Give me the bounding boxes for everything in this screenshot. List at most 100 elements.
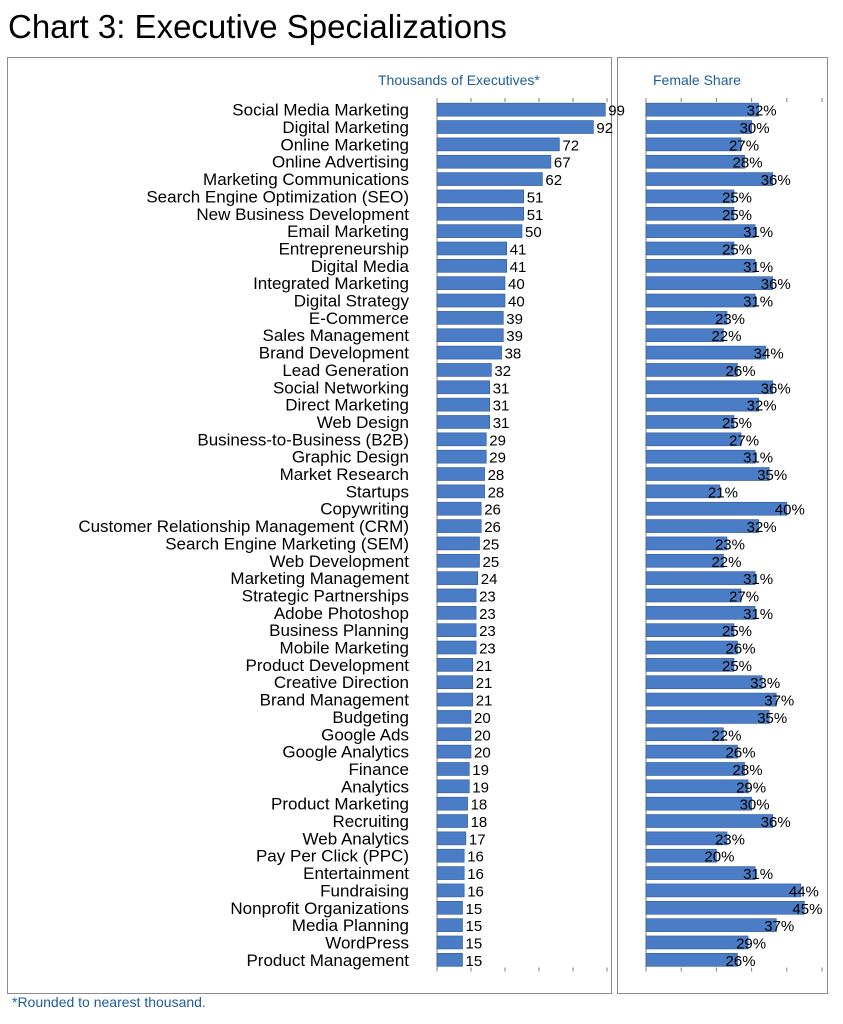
category-label: Copywriting [320, 500, 409, 519]
category-label: WordPress [325, 933, 409, 952]
executives-bar [436, 883, 465, 898]
executives-data-label: 72 [562, 137, 579, 154]
female-share-data-label: 29% [736, 935, 766, 952]
executives-bar [436, 866, 465, 880]
female-share-bar [645, 276, 774, 290]
executives-data-label: 26 [484, 519, 501, 536]
female-share-bar [645, 293, 756, 308]
executives-bar [436, 710, 472, 724]
category-label: Email Marketing [287, 222, 409, 241]
female-share-data-label: 23% [715, 311, 745, 328]
executives-bar [436, 467, 485, 481]
executives-data-label: 16 [467, 883, 484, 900]
executives-panel [7, 57, 612, 994]
executives-data-label: 18 [471, 797, 488, 814]
executives-data-label: 15 [466, 953, 483, 970]
executives-data-label: 29 [489, 450, 506, 467]
executives-bar [436, 640, 477, 655]
executives-bar [436, 432, 487, 447]
category-label: Digital Marketing [282, 118, 409, 137]
female-share-data-label: 25% [722, 241, 752, 258]
executives-bar [436, 692, 474, 707]
executives-panel-header: Thousands of Executives* [378, 72, 540, 88]
female-share-data-label: 32% [747, 398, 777, 415]
female-share-data-label: 21% [708, 484, 738, 501]
executives-bar [436, 345, 502, 360]
category-label: Creative Direction [274, 673, 409, 692]
female-share-data-label: 30% [740, 120, 770, 137]
category-label: Social Media Marketing [232, 101, 409, 120]
female-share-data-label: 25% [722, 189, 752, 206]
executives-bar [436, 588, 477, 603]
female-share-bar [645, 449, 756, 464]
executives-data-label: 23 [479, 588, 496, 605]
executives-bar [436, 848, 465, 863]
category-label: Sales Management [263, 326, 410, 345]
executives-data-label: 39 [506, 311, 523, 328]
executives-bar [436, 120, 594, 134]
executives-data-label: 21 [476, 658, 493, 675]
category-label: Product Marketing [271, 795, 409, 814]
category-label: Brand Management [260, 691, 410, 710]
executives-bar [436, 953, 463, 967]
executives-data-label: 21 [476, 693, 493, 710]
female-share-bar [645, 848, 717, 863]
category-label: Adobe Photoshop [274, 604, 409, 623]
category-label: Search Engine Optimization (SEO) [146, 187, 409, 206]
executives-data-label: 40 [508, 294, 525, 311]
category-label: Media Planning [292, 916, 409, 935]
female-share-data-label: 33% [750, 675, 780, 692]
female-share-bar [645, 519, 759, 533]
executives-data-label: 17 [469, 831, 486, 848]
female-share-bar [645, 675, 763, 690]
category-label: Product Management [246, 951, 409, 970]
executives-data-label: 26 [484, 502, 501, 519]
category-label: Budgeting [332, 708, 409, 727]
female-share-data-label: 31% [743, 866, 773, 883]
executives-bar [436, 606, 477, 620]
female-share-bar [645, 189, 735, 204]
female-share-bar [645, 432, 742, 447]
female-share-bar [645, 623, 735, 637]
female-share-bar [645, 606, 756, 620]
executives-bar [436, 831, 467, 846]
executives-data-label: 16 [467, 866, 484, 883]
female-share-data-label: 37% [764, 918, 794, 935]
female-share-data-label: 29% [736, 779, 766, 796]
female-share-data-label: 45% [792, 901, 822, 918]
category-label: Web Development [269, 552, 409, 571]
executives-data-label: 40 [508, 276, 525, 293]
female-share-bar [645, 710, 770, 724]
female-share-panel-header: Female Share [653, 72, 741, 88]
executives-data-label: 20 [474, 710, 491, 727]
category-label: Digital Strategy [294, 292, 410, 311]
executives-data-label: 38 [505, 346, 522, 363]
executives-data-label: 23 [479, 641, 496, 658]
executives-bar [436, 658, 474, 672]
female-share-data-label: 22% [711, 328, 741, 345]
female-share-bar [645, 692, 777, 707]
female-share-data-label: 32% [747, 103, 777, 120]
category-label: Mobile Marketing [280, 639, 409, 658]
female-share-data-label: 31% [743, 571, 773, 588]
executives-bar [436, 137, 560, 152]
executives-bar [436, 328, 504, 343]
female-share-data-label: 26% [726, 745, 756, 762]
female-share-bar [645, 866, 756, 880]
executives-bar [436, 519, 482, 533]
category-label: Graphic Design [292, 448, 409, 467]
executives-data-label: 28 [488, 467, 505, 484]
female-share-data-label: 20% [704, 849, 734, 866]
female-share-bar [645, 883, 802, 898]
category-label: Nonprofit Organizations [230, 899, 409, 918]
category-label: New Business Development [196, 205, 409, 224]
executives-bar [436, 744, 472, 759]
category-label: Web Design [317, 413, 409, 432]
female-share-bar [645, 397, 759, 412]
female-share-bar [645, 571, 756, 585]
female-share-data-label: 25% [722, 623, 752, 640]
category-label: Startups [346, 482, 409, 501]
category-label: Direct Marketing [285, 396, 409, 415]
category-label: Social Networking [273, 378, 409, 397]
executives-data-label: 15 [466, 901, 483, 918]
